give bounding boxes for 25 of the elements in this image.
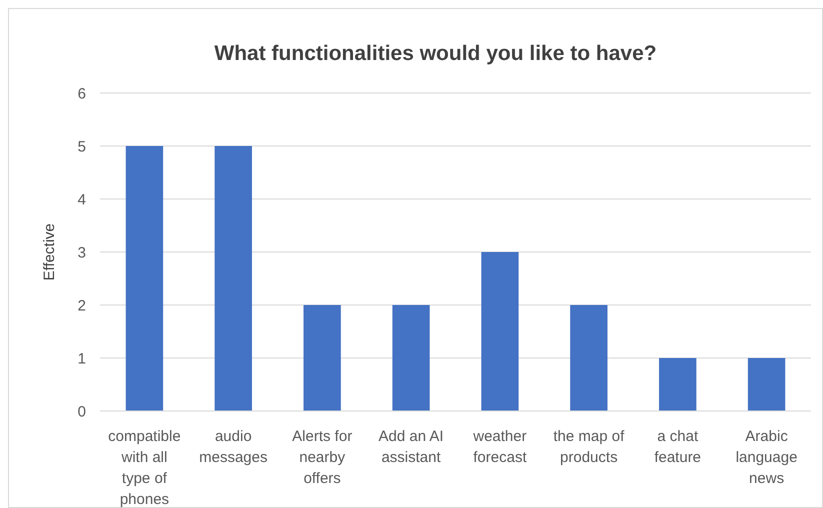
bar — [748, 358, 786, 411]
y-tick-label: 0 — [78, 403, 86, 420]
x-tick-label: a chat feature — [654, 428, 702, 466]
chart-title: What functionalities would you like to have? — [214, 42, 657, 65]
x-tick-label: Alerts for nearby offers — [292, 428, 352, 487]
y-tick-label: 3 — [78, 244, 86, 262]
bar — [659, 358, 696, 411]
y-tick-label: 2 — [78, 297, 86, 314]
bar — [214, 146, 252, 411]
bar — [304, 305, 341, 411]
x-tick-label: Arabic language news — [736, 428, 798, 487]
y-tick-label: 6 — [78, 85, 86, 102]
x-tick-label: audio messages — [199, 428, 268, 466]
bar — [126, 146, 164, 411]
x-tick-label: weather forecast — [472, 428, 528, 466]
x-tick-label: Add an AI assistant — [378, 428, 444, 466]
y-axis-title: Effective — [41, 223, 58, 281]
y-tick-label: 1 — [78, 350, 86, 368]
x-tick-label: compatible with all type of phones — [108, 428, 181, 508]
x-tick-label: the map of products — [553, 428, 626, 466]
y-tick-label: 5 — [78, 138, 86, 156]
bar — [481, 252, 519, 411]
y-tick-label: 4 — [78, 191, 86, 208]
bar — [392, 305, 430, 411]
bar — [570, 305, 608, 411]
